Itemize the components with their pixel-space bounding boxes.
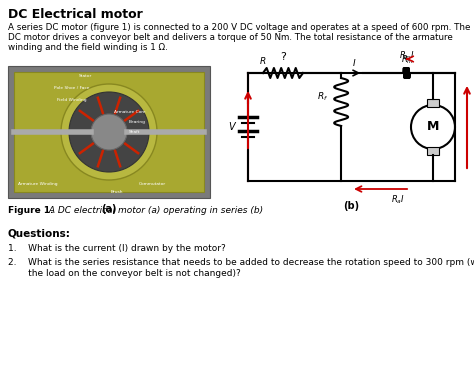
Text: Questions:: Questions: — [8, 228, 71, 238]
Text: 2.    What is the series resistance that needs to be added to decrease the rotat: 2. What is the series resistance that ne… — [8, 258, 474, 267]
Circle shape — [411, 105, 455, 149]
Text: Figure 1.: Figure 1. — [8, 206, 54, 215]
Text: Brush: Brush — [111, 190, 124, 194]
Text: Pole Shoe / Face: Pole Shoe / Face — [54, 86, 90, 90]
Bar — [14, 72, 204, 192]
Bar — [427, 147, 439, 155]
Text: R: R — [260, 57, 266, 66]
Text: Field Winding: Field Winding — [57, 98, 87, 102]
Text: ?: ? — [280, 52, 286, 62]
Text: Commutator: Commutator — [139, 182, 166, 186]
Circle shape — [91, 114, 127, 150]
Text: (a): (a) — [101, 204, 117, 214]
Text: Armature Core: Armature Core — [114, 110, 146, 114]
Text: DC motor drives a conveyor belt and delivers a torque of 50 Nm. The total resist: DC motor drives a conveyor belt and deli… — [8, 33, 453, 42]
Text: Shaft: Shaft — [129, 130, 140, 134]
Text: $R_m$: $R_m$ — [401, 53, 414, 66]
Bar — [8, 66, 210, 198]
Text: A series DC motor (figure 1) is connected to a 200 V DC voltage and operates at : A series DC motor (figure 1) is connecte… — [8, 23, 470, 32]
Text: I: I — [352, 59, 355, 68]
Text: V: V — [228, 122, 235, 132]
Text: DC Electrical motor: DC Electrical motor — [8, 8, 143, 21]
Text: $R_m I$: $R_m I$ — [399, 50, 415, 62]
Text: A DC electrical motor (a) operating in series (b): A DC electrical motor (a) operating in s… — [46, 206, 263, 215]
Text: (b): (b) — [344, 201, 360, 211]
Circle shape — [61, 84, 157, 180]
Text: M: M — [427, 120, 439, 134]
Text: Bearing: Bearing — [129, 120, 146, 124]
Text: $R_f$: $R_f$ — [318, 91, 329, 103]
Text: $R_a I$: $R_a I$ — [391, 193, 405, 206]
Text: the load on the conveyor belt is not changed)?: the load on the conveyor belt is not cha… — [8, 269, 241, 278]
Circle shape — [69, 92, 149, 172]
Text: 1.    What is the current (I) drawn by the motor?: 1. What is the current (I) drawn by the … — [8, 244, 226, 253]
Text: Armature Winding: Armature Winding — [18, 182, 58, 186]
Bar — [427, 99, 439, 107]
Text: winding and the field winding is 1 Ω.: winding and the field winding is 1 Ω. — [8, 43, 168, 52]
Text: Stator: Stator — [79, 74, 92, 78]
